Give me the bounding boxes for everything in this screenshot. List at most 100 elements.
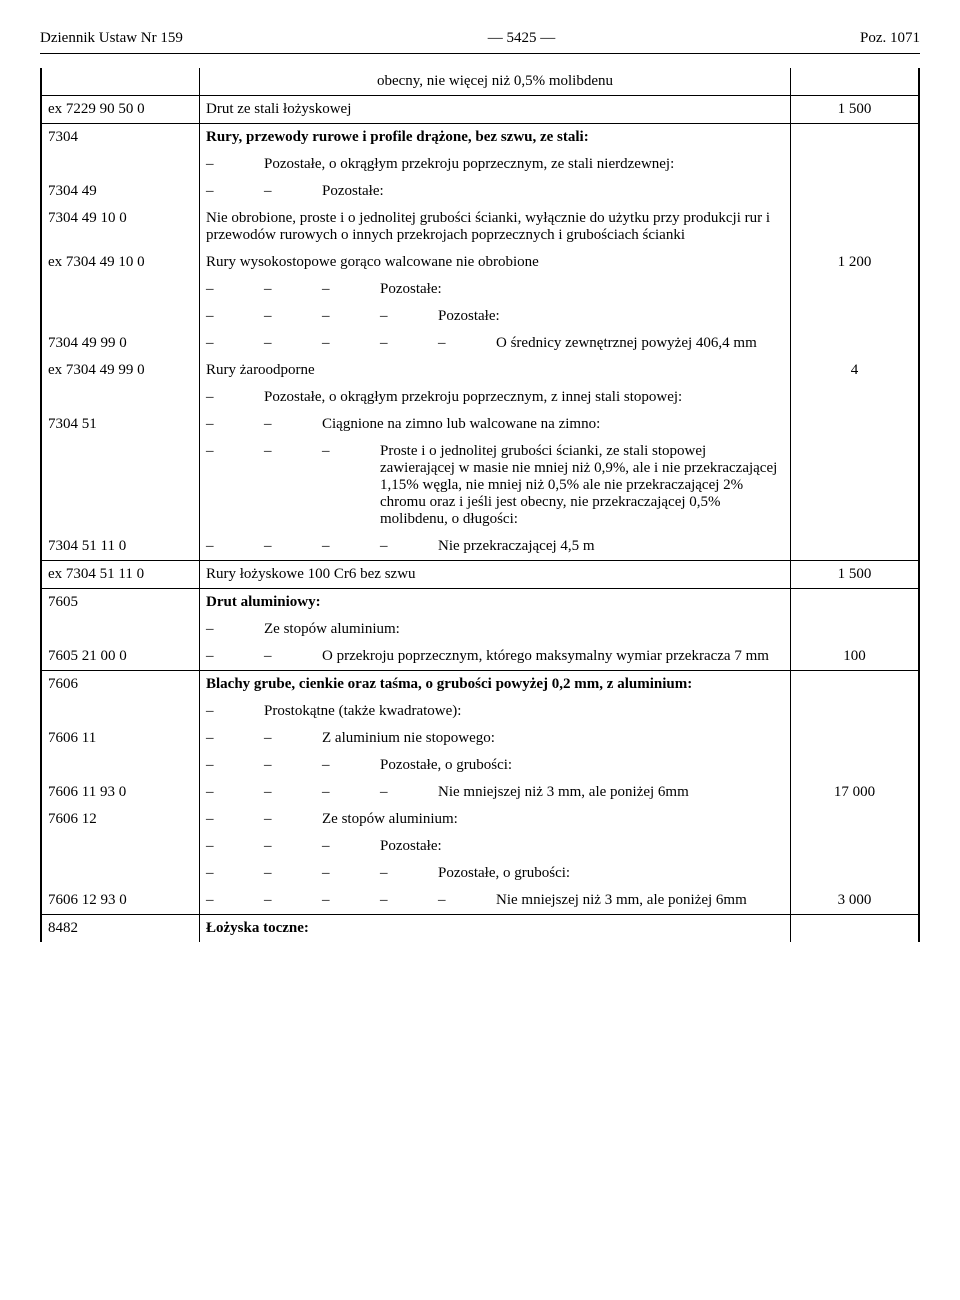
indent-dash: – [264, 443, 322, 528]
value-cell [791, 68, 920, 96]
description-cell: ––Ze stopów aluminium: [200, 806, 791, 833]
indent-dash: – [206, 443, 264, 528]
code-cell [41, 698, 200, 725]
description-cell: ––O przekroju poprzecznym, którego maksy… [200, 643, 791, 671]
indent-dash: – [264, 538, 322, 555]
description-text: Nie mniejszej niż 3 mm, ale poniżej 6mm [438, 784, 784, 801]
indent-dash: – [206, 648, 264, 665]
indent-dash: – [206, 183, 264, 200]
table-row: ex 7304 49 99 0Rury żaroodporne4 [41, 357, 919, 384]
code-cell [41, 303, 200, 330]
indent-dash: – [206, 730, 264, 747]
description-text: Pozostałe, o okrągłym przekroju poprzecz… [264, 389, 784, 406]
description-text: Drut ze stali łożyskowej [206, 101, 784, 118]
indent-dash: – [264, 730, 322, 747]
value-cell: 3 000 [791, 887, 920, 915]
indent-dash: – [322, 784, 380, 801]
description-cell: Rury wysokostopowe gorąco walcowane nie … [200, 249, 791, 276]
indent-dash: – [264, 281, 322, 298]
code-cell [41, 438, 200, 533]
value-cell [791, 411, 920, 438]
value-cell: 1 500 [791, 561, 920, 589]
description-text: Pozostałe, o grubości: [438, 865, 784, 882]
description-cell: ––Ciągnione na zimno lub walcowane na zi… [200, 411, 791, 438]
table-row: ex 7304 49 10 0 Rury wysokostopowe gorąco… [41, 249, 919, 276]
indent-dash: – [206, 156, 264, 173]
code-cell: 7304 51 11 0 [41, 533, 200, 561]
code-cell [41, 151, 200, 178]
description-text: Rury wysokostopowe gorąco walcowane nie … [206, 254, 784, 271]
table-row: 7606 11––Z aluminium nie stopowego: [41, 725, 919, 752]
code-cell: ex 7229 90 50 0 [41, 96, 200, 124]
description-text: O średnicy zewnętrznej powyżej 406,4 mm [496, 335, 784, 352]
table-row: –Ze stopów aluminium: [41, 616, 919, 643]
description-text: Pozostałe, o grubości: [380, 757, 784, 774]
code-cell: ex 7304 49 10 0 [41, 249, 200, 276]
code-cell: 7605 21 00 0 [41, 643, 200, 671]
code-cell: 7304 [41, 124, 200, 152]
value-cell [791, 384, 920, 411]
indent-dash: – [206, 703, 264, 720]
code-cell: 7304 51 [41, 411, 200, 438]
value-cell [791, 303, 920, 330]
table-row: –––Proste i o jednolitej grubości ściank… [41, 438, 919, 533]
value-cell [791, 533, 920, 561]
indent-dash: – [438, 335, 496, 352]
description-text: Z aluminium nie stopowego: [322, 730, 784, 747]
description-text: Rury, przewody rurowe i profile drążone,… [206, 129, 784, 146]
header-left: Dziennik Ustaw Nr 159 [40, 30, 183, 47]
page: Dziennik Ustaw Nr 159 — 5425 — Poz. 1071… [0, 0, 960, 972]
indent-dash: – [206, 538, 264, 555]
table-row: –Pozostałe, o okrągłym przekroju poprzec… [41, 151, 919, 178]
indent-dash: – [322, 757, 380, 774]
indent-dash: – [264, 416, 322, 433]
description-cell: –––Proste i o jednolitej grubości ściank… [200, 438, 791, 533]
value-cell: 4 [791, 357, 920, 384]
value-cell [791, 698, 920, 725]
description-text: Pozostałe: [322, 183, 784, 200]
tariff-table: obecny, nie więcej niż 0,5% molibdenuex … [40, 68, 920, 942]
code-cell: 7304 49 99 0 [41, 330, 200, 357]
description-cell: –––––Nie mniejszej niż 3 mm, ale poniżej… [200, 887, 791, 915]
description-cell: –Pozostałe, o okrągłym przekroju poprzec… [200, 384, 791, 411]
code-cell [41, 384, 200, 411]
code-cell: 7606 12 93 0 [41, 887, 200, 915]
indent-dash: – [380, 308, 438, 325]
code-cell: 7605 [41, 589, 200, 617]
indent-dash: – [264, 811, 322, 828]
indent-dash: – [380, 538, 438, 555]
value-cell [791, 725, 920, 752]
description-cell: Rury żaroodporne [200, 357, 791, 384]
value-cell [791, 438, 920, 533]
value-cell [791, 178, 920, 205]
table-row: ––––Pozostałe: [41, 303, 919, 330]
table-row: 7605 21 00 0––O przekroju poprzecznym, k… [41, 643, 919, 671]
description-cell: –––Pozostałe, o grubości: [200, 752, 791, 779]
table-row: obecny, nie więcej niż 0,5% molibdenu [41, 68, 919, 96]
value-cell: 1 500 [791, 96, 920, 124]
description-cell: ––––Nie mniejszej niż 3 mm, ale poniżej … [200, 779, 791, 806]
indent-dash: – [322, 335, 380, 352]
description-text: Proste i o jednolitej grubości ścianki, … [380, 443, 784, 528]
indent-dash: – [264, 308, 322, 325]
description-cell: Rury, przewody rurowe i profile drążone,… [200, 124, 791, 152]
description-cell: –Prostokątne (także kwadratowe): [200, 698, 791, 725]
indent-dash: – [264, 892, 322, 909]
value-cell [791, 833, 920, 860]
table-row: –––Pozostałe: [41, 276, 919, 303]
code-cell [41, 860, 200, 887]
value-cell [791, 330, 920, 357]
value-cell [791, 915, 920, 943]
value-cell [791, 124, 920, 152]
description-text: Pozostałe, o okrągłym przekroju poprzecz… [264, 156, 784, 173]
description-cell: –––––O średnicy zewnętrznej powyżej 406,… [200, 330, 791, 357]
table-row: 7304 Rury, przewody rurowe i profile drąż… [41, 124, 919, 152]
code-cell: 8482 [41, 915, 200, 943]
indent-dash: – [206, 389, 264, 406]
table-row: 7304 49––Pozostałe: [41, 178, 919, 205]
indent-dash: – [206, 308, 264, 325]
code-cell: 7606 12 [41, 806, 200, 833]
indent-dash: – [438, 892, 496, 909]
description-cell: ––––Pozostałe, o grubości: [200, 860, 791, 887]
description-text: Drut aluminiowy: [206, 594, 784, 611]
